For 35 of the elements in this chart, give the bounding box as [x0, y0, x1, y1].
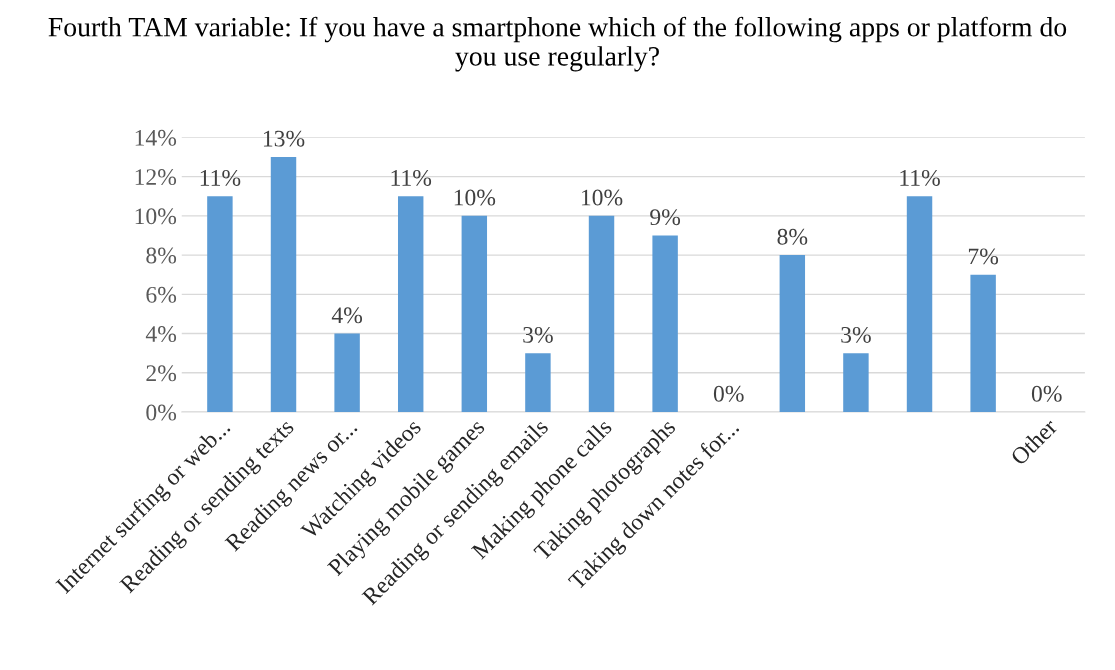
- bar: [588, 215, 615, 413]
- y-tick-label: 8%: [146, 247, 177, 264]
- data-label: 0%: [713, 385, 744, 402]
- data-label: 3%: [523, 326, 553, 343]
- data-label: 11%: [200, 169, 241, 186]
- data-label: 11%: [391, 169, 432, 186]
- y-tick-label: 14%: [135, 129, 177, 146]
- data-label: 4%: [331, 307, 363, 324]
- bar: [270, 156, 297, 413]
- bar: [779, 255, 806, 413]
- data-label: 0%: [1031, 385, 1062, 402]
- data-label: 9%: [650, 209, 681, 226]
- bar: [970, 274, 996, 413]
- data-label: 13%: [263, 130, 305, 147]
- bar: [525, 353, 551, 413]
- y-tick-label: 0%: [146, 404, 177, 421]
- data-label: 3%: [841, 326, 871, 343]
- data-label: 7%: [968, 248, 999, 265]
- y-tick-label: 2%: [146, 365, 177, 382]
- y-tick-label: 12%: [135, 169, 177, 186]
- y-tick-label: 6%: [146, 286, 177, 303]
- y-tick-label: 4%: [145, 326, 177, 343]
- bar: [906, 196, 933, 413]
- bar: [461, 215, 488, 413]
- data-label: 8%: [777, 228, 808, 245]
- bar: [334, 333, 360, 413]
- bar: [652, 235, 678, 413]
- y-tick-label: 10%: [135, 208, 177, 225]
- data-label: 10%: [454, 189, 496, 206]
- chart-title: Fourth TAM variable: If you have a smartphone which of the following apps or platform do you use regularly?: [48, 16, 1067, 72]
- data-label: 10%: [581, 189, 623, 206]
- bar: [207, 196, 233, 413]
- data-label: 11%: [900, 169, 940, 186]
- bar: [397, 196, 424, 413]
- bar: [843, 353, 869, 413]
